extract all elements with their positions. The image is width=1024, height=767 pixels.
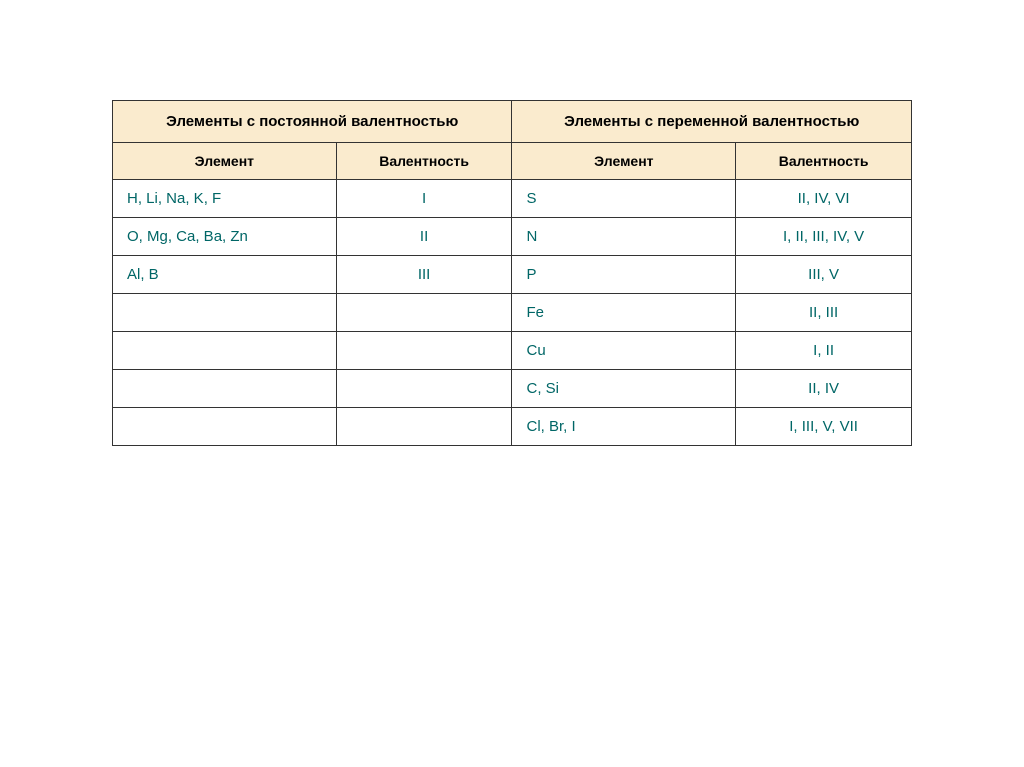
cell-elem: Fe [512, 294, 736, 332]
cell-val [336, 370, 512, 408]
cell-val: I, III, V, VII [736, 408, 912, 446]
subheader-valency-2: Валентность [736, 143, 912, 180]
cell-elem: O, Mg, Ca, Ba, Zn [113, 218, 337, 256]
table-row: H, Li, Na, K, F I S II, IV, VI [113, 180, 912, 218]
cell-elem [113, 370, 337, 408]
cell-val: II, IV, VI [736, 180, 912, 218]
table-row: Cu I, II [113, 332, 912, 370]
cell-val: I, II [736, 332, 912, 370]
cell-elem: S [512, 180, 736, 218]
cell-val [336, 294, 512, 332]
cell-elem [113, 332, 337, 370]
cell-val: I, II, III, IV, V [736, 218, 912, 256]
group-header-variable: Элементы с переменной валентностью [512, 101, 912, 143]
cell-val: II, III [736, 294, 912, 332]
cell-val [336, 408, 512, 446]
cell-elem [113, 294, 337, 332]
table-row: O, Mg, Ca, Ba, Zn II N I, II, III, IV, V [113, 218, 912, 256]
subheader-element-2: Элемент [512, 143, 736, 180]
cell-elem: P [512, 256, 736, 294]
subheader-element-1: Элемент [113, 143, 337, 180]
cell-val [336, 332, 512, 370]
group-header-constant: Элементы с постоянной валентностью [113, 101, 512, 143]
cell-elem: Cl, Br, I [512, 408, 736, 446]
cell-val: I [336, 180, 512, 218]
cell-val: III [336, 256, 512, 294]
cell-elem: H, Li, Na, K, F [113, 180, 337, 218]
subheader-valency-1: Валентность [336, 143, 512, 180]
cell-elem: Cu [512, 332, 736, 370]
cell-val: II, IV [736, 370, 912, 408]
table-row: Al, B III P III, V [113, 256, 912, 294]
cell-elem: Al, B [113, 256, 337, 294]
sub-header-row: Элемент Валентность Элемент Валентность [113, 143, 912, 180]
cell-val: II [336, 218, 512, 256]
valency-table: Элементы с постоянной валентностью Элеме… [112, 100, 912, 446]
cell-elem [113, 408, 337, 446]
cell-val: III, V [736, 256, 912, 294]
table-row: C, Si II, IV [113, 370, 912, 408]
group-header-row: Элементы с постоянной валентностью Элеме… [113, 101, 912, 143]
table-row: Cl, Br, I I, III, V, VII [113, 408, 912, 446]
cell-elem: C, Si [512, 370, 736, 408]
cell-elem: N [512, 218, 736, 256]
table-row: Fe II, III [113, 294, 912, 332]
